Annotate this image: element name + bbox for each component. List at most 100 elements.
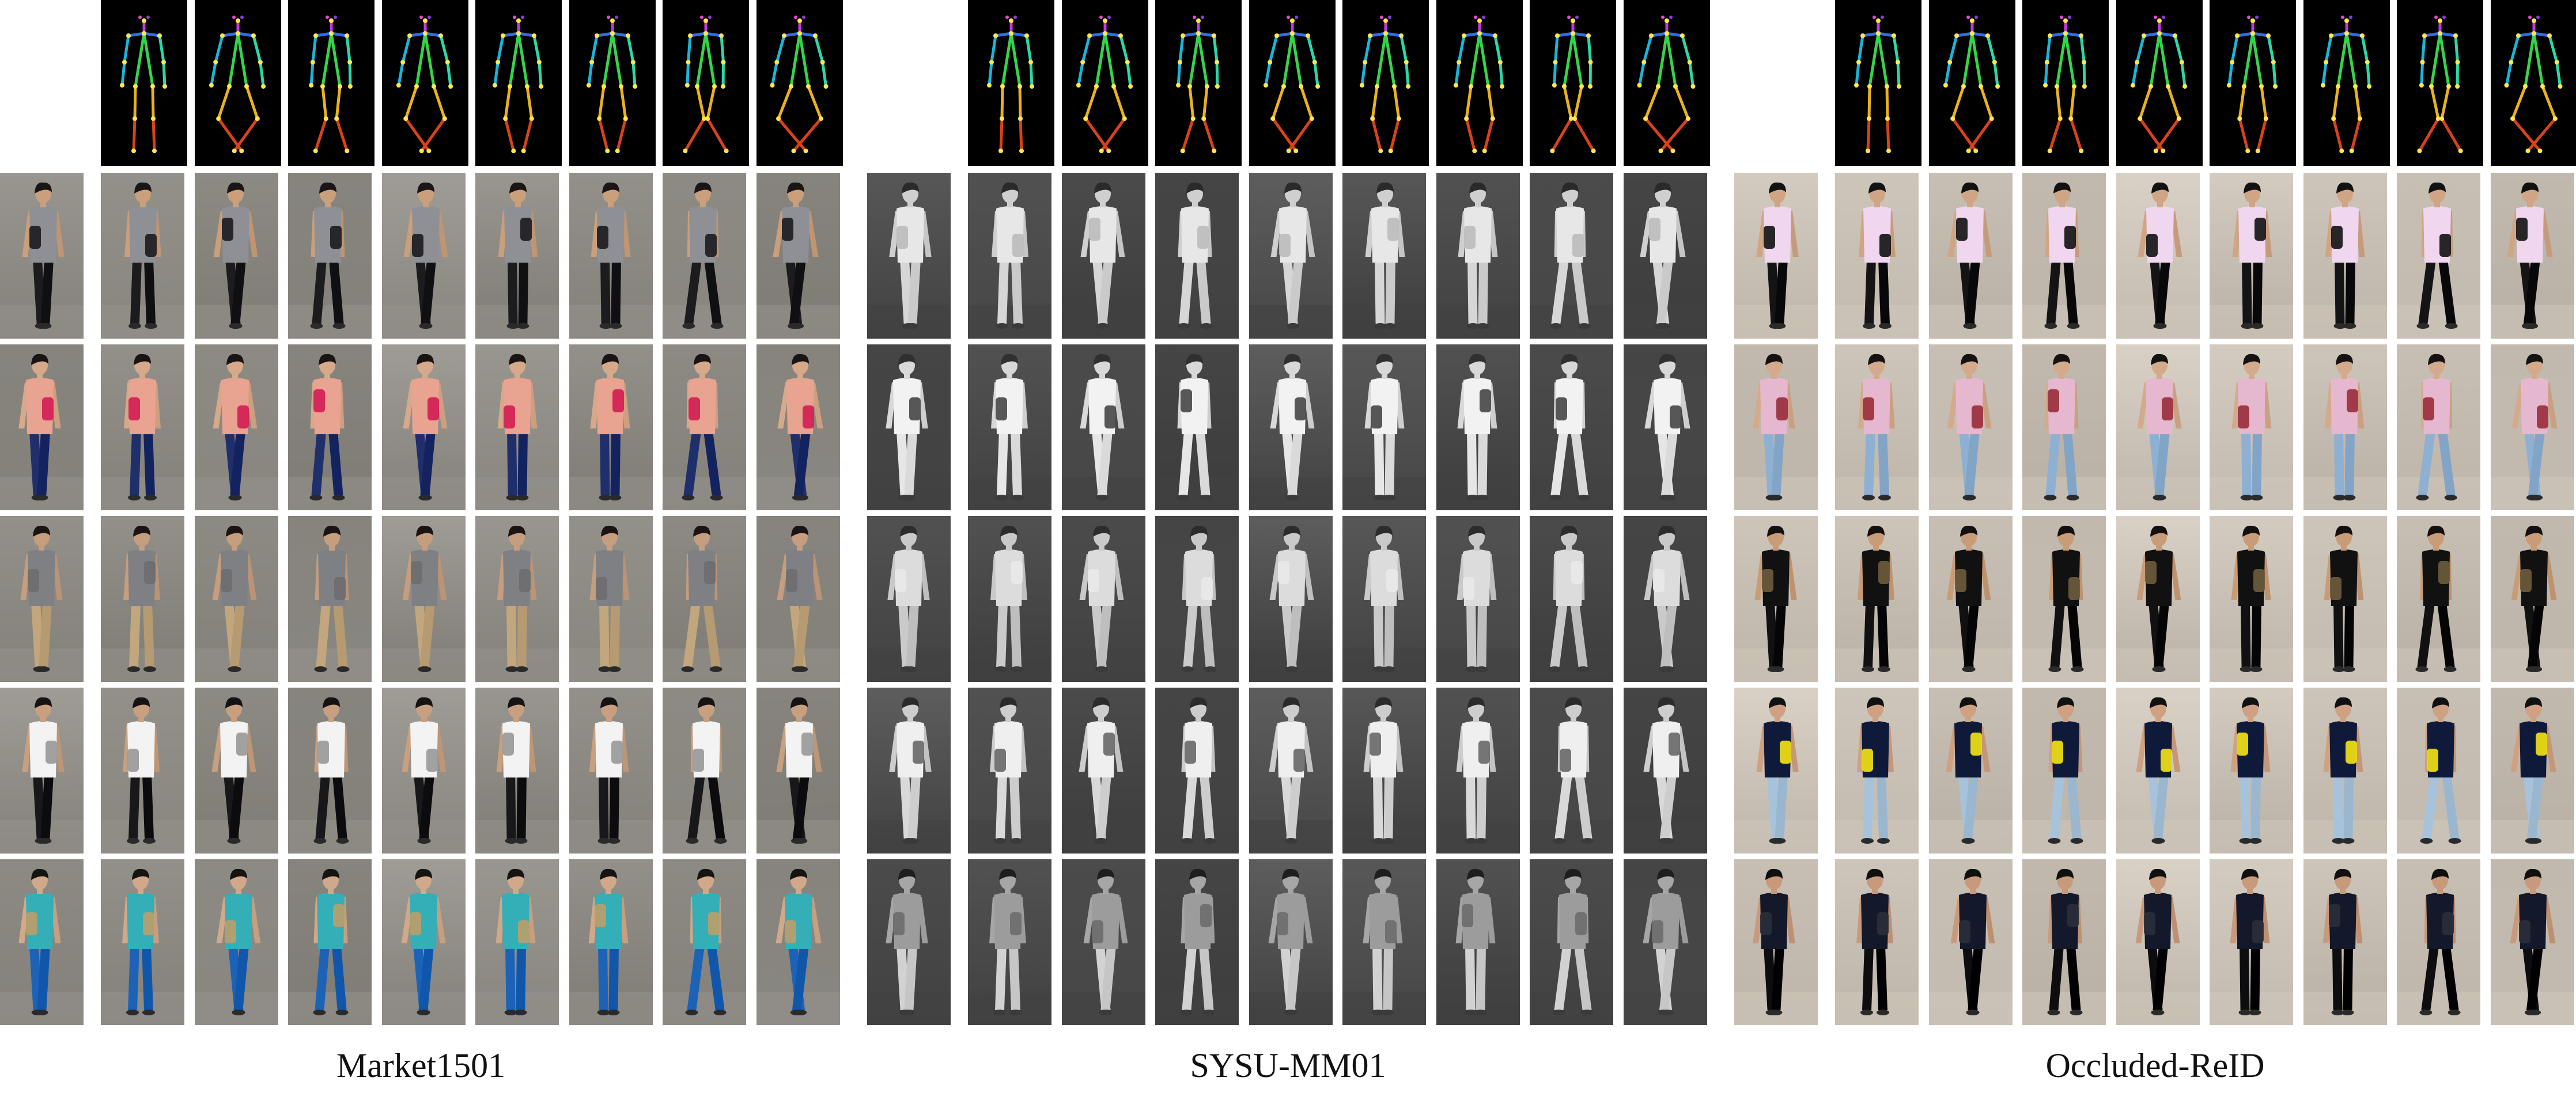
pose-skeleton-image bbox=[1249, 0, 1336, 166]
person-shoe bbox=[2526, 666, 2539, 672]
pose-eye bbox=[1287, 16, 1290, 19]
pose-joint bbox=[770, 83, 774, 88]
person-bag bbox=[801, 733, 813, 756]
pose-limb bbox=[2525, 33, 2534, 86]
photo-ground bbox=[1155, 992, 1239, 1025]
pose-eye bbox=[419, 16, 423, 19]
pose-eye bbox=[1107, 16, 1111, 19]
person-shoe bbox=[1177, 323, 1190, 329]
pose-limb bbox=[316, 119, 326, 151]
generated-image bbox=[1624, 859, 1707, 1025]
pose-skeleton-image bbox=[1835, 0, 1921, 166]
pose-limb bbox=[618, 119, 626, 151]
generated-image bbox=[101, 688, 184, 854]
pose-joint bbox=[216, 116, 221, 121]
pose-joint bbox=[414, 84, 419, 89]
pose-limb bbox=[996, 33, 1011, 36]
person-shoe bbox=[1655, 323, 1667, 329]
pose-eye bbox=[700, 16, 703, 19]
pose-joint bbox=[133, 84, 138, 89]
pose-joint bbox=[220, 33, 225, 38]
pose-joint bbox=[2438, 31, 2442, 36]
person-bag bbox=[1279, 234, 1291, 257]
generated-image bbox=[288, 516, 372, 682]
generated-image bbox=[475, 516, 559, 682]
pose-joint bbox=[142, 31, 146, 36]
pose-joint bbox=[1406, 84, 1410, 89]
pose-limb bbox=[1969, 119, 1992, 151]
person-bag bbox=[2537, 405, 2548, 428]
pose-limb bbox=[2442, 119, 2461, 151]
pose-joint bbox=[1686, 116, 1690, 121]
pose-joint bbox=[1299, 84, 1303, 89]
pose-joint bbox=[2350, 149, 2354, 153]
person-shoe bbox=[1862, 666, 1874, 672]
person-leg bbox=[2343, 774, 2354, 839]
pose-limb bbox=[1488, 86, 1493, 119]
pose-limb bbox=[2528, 119, 2555, 151]
pose-limb bbox=[234, 119, 258, 151]
pose-limb bbox=[2506, 62, 2511, 85]
generated-image bbox=[2397, 516, 2480, 682]
person-bag bbox=[1200, 904, 1212, 927]
pose-joint bbox=[1360, 83, 1364, 88]
pose-limb bbox=[2534, 33, 2543, 86]
pose-joint bbox=[1950, 116, 1955, 121]
pose-limb bbox=[2175, 36, 2182, 62]
person-shoe bbox=[1177, 495, 1189, 500]
pose-limb bbox=[1083, 36, 1090, 62]
pose-limb bbox=[1183, 33, 1198, 36]
person-bag bbox=[913, 741, 924, 764]
pose-limb bbox=[2331, 33, 2347, 36]
person-shoe bbox=[1181, 666, 1194, 672]
generated-image bbox=[1155, 516, 1239, 682]
pose-limb bbox=[122, 62, 124, 85]
person-shoe bbox=[313, 1010, 326, 1015]
panel-caption: Occluded-ReID bbox=[1734, 1042, 2576, 1088]
pose-joint bbox=[1673, 84, 1678, 89]
pose-limb bbox=[1953, 86, 1964, 119]
pose-limb bbox=[1270, 36, 1277, 62]
pose-limb bbox=[2440, 33, 2449, 86]
photo-ground bbox=[288, 648, 372, 682]
person-shoe bbox=[35, 1010, 48, 1015]
pose-joint bbox=[1363, 60, 1367, 65]
generated-image bbox=[756, 859, 840, 1025]
pose-limb bbox=[2066, 33, 2081, 36]
pose-joint bbox=[2453, 33, 2458, 38]
person-bag bbox=[595, 904, 606, 927]
person-bag bbox=[1863, 397, 1874, 420]
pose-joint bbox=[2358, 116, 2362, 121]
pose-joint bbox=[1293, 149, 1298, 153]
query-image bbox=[867, 859, 951, 1025]
pose-joint bbox=[537, 60, 542, 65]
pose-joint bbox=[1680, 33, 1685, 38]
pose-joint bbox=[151, 116, 156, 121]
person-bag bbox=[1760, 912, 1772, 935]
pose-limb bbox=[1644, 36, 1651, 62]
pose-joint bbox=[1469, 84, 1473, 89]
person-bag bbox=[236, 733, 248, 756]
pose-eye bbox=[2154, 16, 2157, 19]
pose-limb bbox=[2081, 36, 2084, 62]
pose-limb bbox=[1020, 119, 1022, 151]
pose-joint bbox=[1306, 33, 1310, 38]
person-bag bbox=[145, 234, 157, 257]
pose-joint bbox=[1482, 149, 1487, 153]
pose-limb bbox=[1995, 62, 1998, 86]
pose-joint bbox=[1087, 33, 1092, 38]
pose-joint bbox=[688, 33, 693, 38]
person-shoe bbox=[1549, 323, 1562, 329]
generated-image bbox=[756, 516, 840, 682]
generated-image bbox=[569, 344, 653, 510]
person-shoe bbox=[309, 495, 322, 500]
person-shoe bbox=[1383, 495, 1395, 500]
photo-ground bbox=[968, 820, 1051, 854]
pose-joint bbox=[1691, 84, 1696, 89]
pose-limb bbox=[441, 36, 448, 62]
pose-limb bbox=[2431, 86, 2438, 119]
person-bag bbox=[1293, 749, 1305, 772]
pose-limb bbox=[2066, 33, 2074, 86]
generated-image bbox=[1835, 344, 1919, 510]
pose-limb bbox=[992, 36, 996, 62]
